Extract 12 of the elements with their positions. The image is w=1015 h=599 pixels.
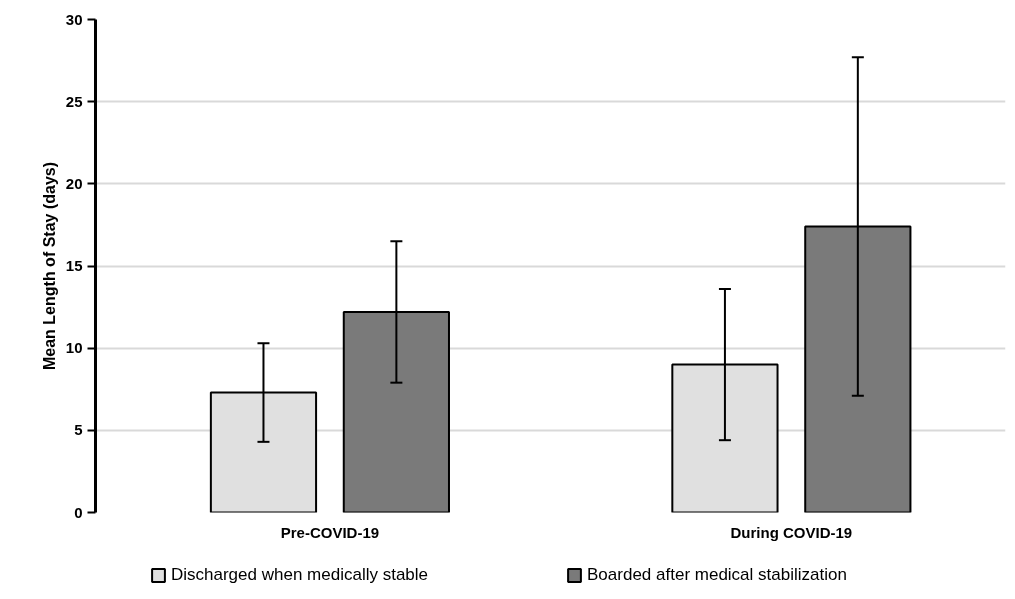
y-tick-label: 5 [74,421,83,439]
x-tick-label: Pre-COVID-19 [280,523,380,541]
x-tick-label: During COVID-19 [730,523,853,541]
y-tick-label: 25 [65,92,83,110]
legend-label: Boarded after medical stabilization [587,565,847,585]
y-tick-label: 15 [65,257,83,274]
y-tick-label: 20 [65,174,83,192]
y-axis-title: Mean Length of Stay (days) [40,161,58,371]
legend-label: Discharged when medically stable [171,565,429,585]
y-tick-label: 30 [65,10,83,28]
y-tick-label: 10 [65,339,83,357]
y-tick-label: 0 [74,503,83,521]
